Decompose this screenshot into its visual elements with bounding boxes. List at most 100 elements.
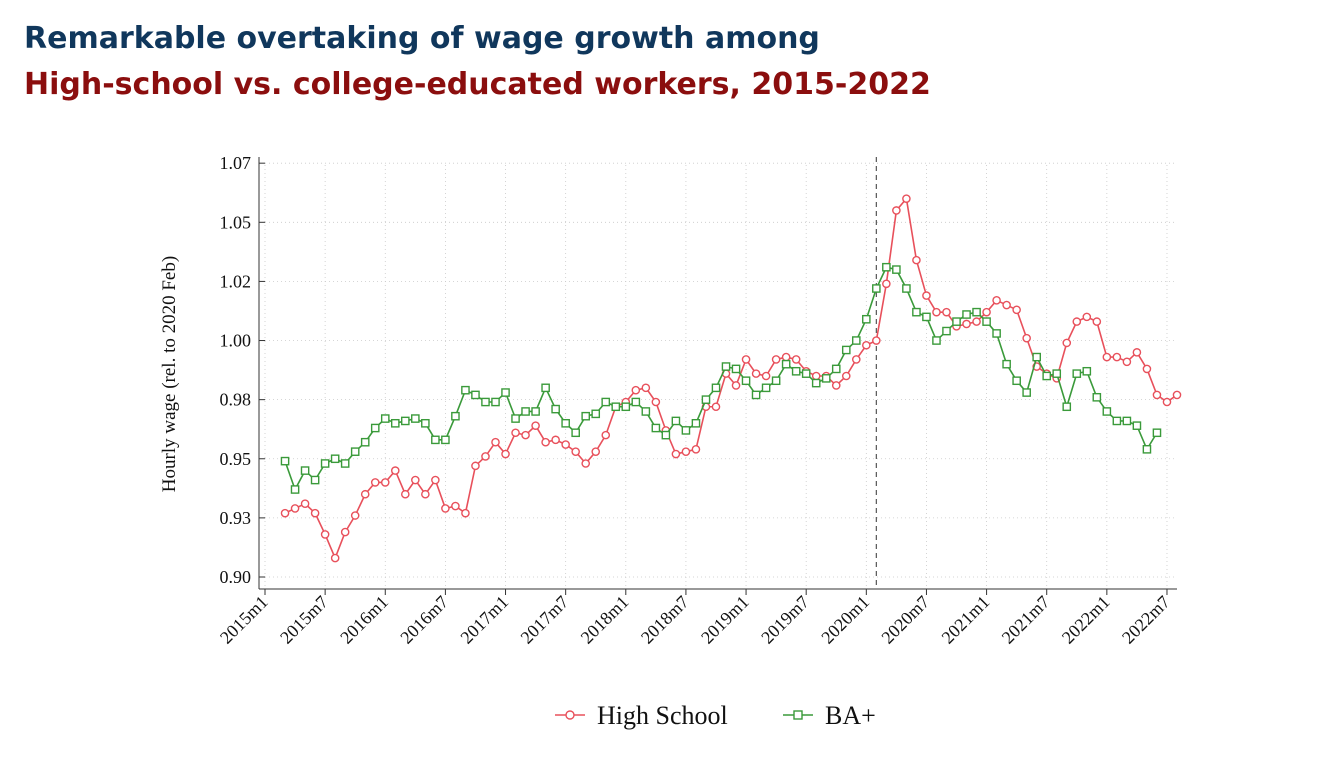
legend-swatch-marker (565, 710, 575, 720)
grid-lines (264, 162, 1177, 587)
data-point (811, 378, 821, 388)
data-point (862, 314, 871, 324)
data-point (350, 447, 360, 456)
data-point (982, 307, 991, 317)
data-point (641, 383, 651, 393)
data-point (992, 329, 1001, 338)
data-point (280, 508, 290, 518)
data-point (862, 340, 871, 350)
data-point (751, 390, 761, 400)
data-point (1062, 402, 1072, 412)
data-point (461, 385, 470, 395)
data-point (972, 307, 981, 317)
data-point (360, 489, 370, 499)
data-point (831, 364, 841, 374)
data-point (1012, 376, 1021, 386)
data-point (701, 395, 711, 404)
data-point (300, 466, 310, 475)
data-point (1082, 312, 1092, 322)
data-point (1072, 369, 1082, 378)
data-point (671, 416, 681, 426)
data-point (340, 459, 350, 468)
data-point (1052, 369, 1062, 378)
data-point (651, 423, 661, 433)
x-tick-label: 2015m7 (276, 592, 332, 648)
y-tick-label: 0.95 (220, 449, 252, 469)
data-point (390, 466, 400, 475)
data-point (962, 319, 971, 329)
data-point (471, 461, 480, 471)
chart-title-line2: High-school vs. college-educated workers… (24, 67, 931, 102)
data-point (320, 459, 330, 468)
data-point (521, 430, 530, 440)
data-point (821, 374, 831, 383)
x-tick-label: 2016m1 (336, 592, 392, 648)
data-point (711, 402, 721, 412)
data-point (791, 355, 801, 364)
data-point (892, 265, 901, 274)
data-point (851, 355, 861, 364)
data-point (340, 527, 350, 537)
data-point (481, 397, 490, 407)
data-point (491, 437, 500, 447)
data-point (932, 336, 941, 345)
x-tick-label: 2021m1 (938, 592, 994, 648)
data-point (691, 445, 701, 454)
y-tick-label: 1.02 (220, 271, 252, 291)
data-point (521, 407, 530, 416)
data-point (581, 459, 591, 468)
data-point (511, 428, 520, 438)
data-point (902, 284, 911, 293)
data-point (892, 206, 901, 215)
x-tick-label: 2022m7 (1118, 592, 1174, 648)
y-axis-title: Hourly wage (rel. to 2020 Feb) (159, 256, 180, 492)
data-point (811, 371, 821, 381)
data-point (1102, 407, 1112, 416)
data-point (380, 414, 390, 423)
data-point (611, 402, 621, 412)
data-point (290, 504, 300, 513)
x-tick-label: 2020m1 (817, 592, 873, 648)
y-tick-label: 0.90 (220, 567, 252, 587)
data-point (370, 478, 380, 487)
data-point (441, 435, 450, 445)
data-point (370, 423, 380, 433)
data-point (741, 355, 751, 364)
data-point (781, 352, 791, 362)
y-tick-label: 0.98 (220, 390, 252, 410)
x-tick-label: 2018m7 (637, 592, 693, 648)
data-point (1122, 416, 1132, 426)
data-point (882, 279, 891, 289)
data-point (431, 475, 440, 485)
data-point (1142, 364, 1152, 374)
data-point (922, 291, 931, 300)
data-point (310, 508, 320, 518)
data-point (390, 418, 400, 428)
x-tick-label: 2016m7 (396, 592, 452, 648)
series-layer (280, 194, 1182, 563)
data-point (1012, 305, 1021, 315)
chart-title-line1: Remarkable overtaking of wage growth amo… (24, 21, 820, 56)
data-point (681, 426, 691, 435)
data-point (872, 336, 881, 345)
legend-swatch-marker (793, 710, 803, 720)
x-tick-label: 2015m1 (216, 592, 272, 648)
data-point (731, 381, 741, 390)
data-point (982, 317, 991, 326)
data-point (1112, 352, 1122, 362)
data-point (831, 381, 841, 390)
data-point (350, 511, 360, 520)
data-point (1172, 390, 1182, 400)
data-point (591, 409, 601, 419)
data-point (310, 475, 320, 485)
data-point (330, 553, 340, 563)
data-point (651, 397, 661, 407)
data-point (431, 435, 440, 445)
data-point (1062, 338, 1072, 348)
x-tick-label: 2021m7 (998, 592, 1054, 648)
data-point (912, 307, 921, 317)
data-point (601, 397, 611, 407)
data-point (962, 310, 971, 319)
data-point (942, 307, 951, 317)
